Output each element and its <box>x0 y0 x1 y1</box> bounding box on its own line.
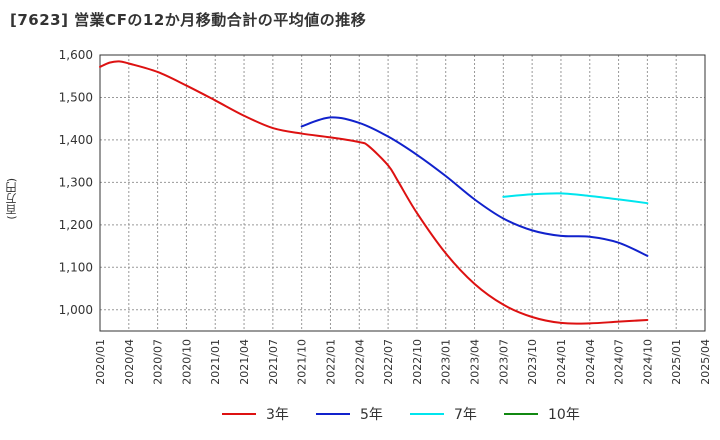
legend-label-1: 3年 <box>266 407 289 423</box>
series-line-3 <box>502 192 649 205</box>
legend-label-3: 7年 <box>454 407 477 423</box>
x-tick-label: 2024/01 <box>555 339 568 385</box>
y-tick-label: 1,300 <box>59 175 93 189</box>
x-tick-label: 2021/04 <box>238 339 251 385</box>
x-tick-label: 2022/10 <box>411 339 424 385</box>
x-tick-label: 2021/10 <box>296 339 309 385</box>
plot-area <box>100 55 705 331</box>
plot-frame <box>99 54 706 332</box>
y-tick-label: 1,100 <box>59 260 93 274</box>
legend-label-4: 10年 <box>548 407 580 423</box>
x-tick-label: 2020/10 <box>180 339 193 385</box>
y-tick-label: 1,600 <box>59 48 93 62</box>
y-tick-label: 1,400 <box>59 133 93 147</box>
chart-title: [7623] 営業CFの12か月移動合計の平均値の推移 <box>10 11 367 29</box>
x-tick-label: 2021/01 <box>209 339 222 385</box>
x-tick-label: 2020/01 <box>94 339 107 385</box>
series-lines <box>99 60 649 325</box>
x-tick-label: 2022/04 <box>353 339 366 385</box>
x-tick-label: 2023/04 <box>469 339 482 385</box>
x-tick-label: 2024/10 <box>641 339 654 385</box>
x-tick-label: 2022/01 <box>324 339 337 385</box>
x-tick-label: 2022/07 <box>382 339 395 385</box>
y-tick-label: 1,500 <box>59 90 93 104</box>
x-tick-label: 2024/07 <box>613 339 626 385</box>
y-tick-label: 1,000 <box>59 303 93 317</box>
x-tick-label: 2023/07 <box>497 339 510 385</box>
x-tick-label: 2023/10 <box>526 339 539 385</box>
x-tick-label: 2021/07 <box>267 339 280 385</box>
x-tick-label: 2023/01 <box>440 339 453 385</box>
x-tick-label: 2025/01 <box>670 339 683 385</box>
x-tick-label: 2020/07 <box>152 339 165 385</box>
x-tick-label: 2025/04 <box>699 339 712 385</box>
x-tick-label: 2024/04 <box>584 339 597 385</box>
x-tick-label: 2020/04 <box>123 339 136 385</box>
legend: 3年 5年 7年 10年 <box>222 407 580 423</box>
y-tick-label: 1,200 <box>59 218 93 232</box>
legend-label-2: 5年 <box>360 407 383 423</box>
series-line-2 <box>300 116 649 257</box>
series-line-1 <box>99 60 649 325</box>
axes: 1,000 1,100 1,200 1,300 1,400 1,500 1,600 2020/… <box>59 48 712 385</box>
